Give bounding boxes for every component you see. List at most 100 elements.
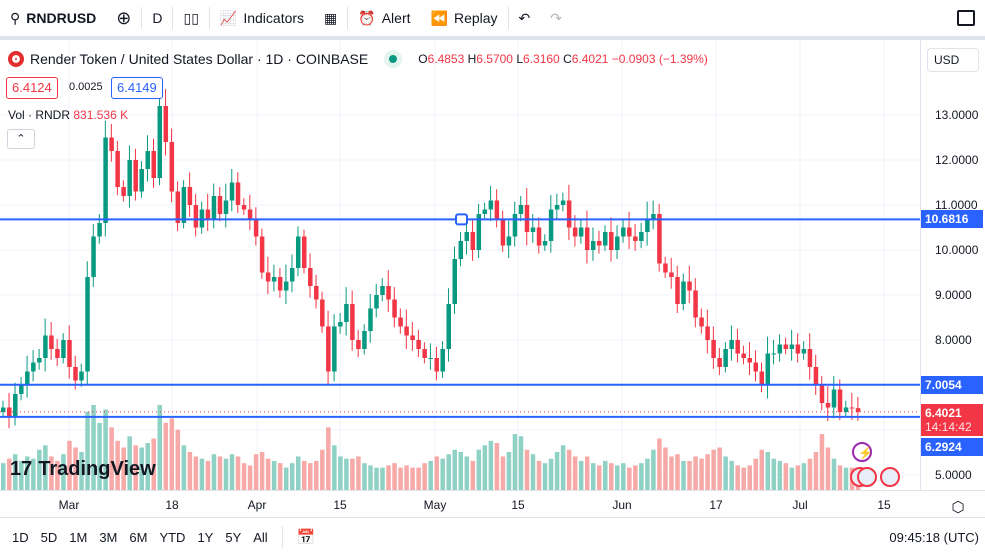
candle-body bbox=[428, 358, 433, 359]
volume-bar bbox=[13, 454, 18, 490]
chart-type-button[interactable]: ▯▯ bbox=[173, 2, 208, 34]
volume-bar bbox=[259, 451, 265, 490]
interval-button[interactable]: D bbox=[152, 10, 163, 26]
layouts-button[interactable]: ▦ bbox=[314, 2, 347, 34]
time-axis[interactable]: ⬡ Mar 18 Apr 15 May 15 Jun 17 Jul 15 bbox=[0, 490, 985, 518]
volume-bar bbox=[639, 463, 644, 490]
candle-body bbox=[494, 200, 500, 219]
volume-bar bbox=[199, 458, 205, 490]
redo-button[interactable]: ↷ bbox=[540, 2, 572, 34]
range-button-1y[interactable]: 1Y bbox=[197, 529, 214, 545]
symbol-search[interactable]: ⚲ RNDRUSD bbox=[10, 9, 97, 27]
range-button-3m[interactable]: 3M bbox=[99, 529, 118, 545]
price-chart[interactable]: ⚡ bbox=[0, 40, 920, 490]
candle-body bbox=[753, 362, 758, 372]
buy-button[interactable]: 6.4149 bbox=[111, 77, 163, 99]
sell-button[interactable]: 6.4124 bbox=[6, 77, 58, 99]
candle-body bbox=[31, 362, 36, 372]
candle-body bbox=[735, 340, 740, 354]
candle-body bbox=[139, 169, 144, 192]
square-icon bbox=[957, 10, 975, 26]
candle-body bbox=[163, 106, 169, 142]
range-button-5d[interactable]: 5D bbox=[40, 529, 58, 545]
volume-bar bbox=[765, 451, 771, 490]
volume-bar bbox=[753, 458, 758, 490]
last-price-value: 6.4021 bbox=[925, 405, 962, 420]
hline-price-label: 6.2924 bbox=[921, 437, 983, 456]
volume-bar bbox=[813, 451, 819, 490]
candle-body bbox=[771, 353, 777, 355]
candle-body bbox=[271, 277, 277, 282]
volume-bar bbox=[633, 465, 638, 490]
settings-icon[interactable]: ⬡ bbox=[951, 499, 965, 516]
lightning-glyph: ⚡ bbox=[858, 446, 873, 460]
volume-bar bbox=[223, 458, 229, 490]
range-button-1m[interactable]: 1M bbox=[69, 529, 88, 545]
tradingview-logo[interactable]: 17 TradingView bbox=[10, 458, 156, 480]
volume-bar bbox=[73, 447, 78, 490]
range-button-5y[interactable]: 5Y bbox=[225, 529, 242, 545]
volume-bar bbox=[416, 467, 421, 490]
candle-body bbox=[211, 196, 217, 219]
volume-bar bbox=[687, 460, 692, 490]
range-button-ytd[interactable]: YTD bbox=[159, 529, 186, 545]
volume-bar bbox=[590, 463, 596, 490]
bottom-toolbar: 1D 5D 1M 3M 6M YTD 1Y 5Y All 📅 09:45:18 (UTC) bbox=[0, 520, 985, 554]
time-tick: May bbox=[423, 498, 447, 512]
market-status-icon[interactable] bbox=[384, 50, 403, 68]
candle-body bbox=[37, 358, 42, 363]
calendar-icon[interactable]: 📅 bbox=[296, 529, 316, 546]
candle-body bbox=[344, 304, 349, 322]
price-axis[interactable]: 13.0000 12.0000 11.0000 10.0000 9.0000 8.0000… bbox=[920, 40, 985, 490]
candle-body bbox=[368, 308, 373, 331]
collapse-legend-button[interactable]: ⌃ bbox=[7, 129, 35, 149]
search-icon: ⚲ bbox=[10, 9, 21, 26]
volume-bar bbox=[645, 458, 650, 490]
divider bbox=[281, 526, 283, 548]
volume-bar bbox=[392, 463, 397, 490]
volume-bar bbox=[464, 456, 470, 490]
candle-body bbox=[639, 232, 644, 241]
volume-bar bbox=[145, 443, 150, 490]
currency-select[interactable]: USD bbox=[927, 48, 979, 72]
range-button-1d[interactable]: 1D bbox=[12, 529, 29, 545]
range-button-6m[interactable]: 6M bbox=[129, 529, 148, 545]
candle-body bbox=[789, 344, 795, 349]
compare-button[interactable]: ⊕ bbox=[106, 2, 141, 34]
symbol-title[interactable]: Render Token / United States Dollar · 1D… bbox=[30, 51, 369, 67]
candle-body bbox=[13, 394, 18, 417]
undo-button[interactable]: ↶ bbox=[509, 2, 541, 34]
volume-bar bbox=[302, 460, 307, 490]
volume-bar bbox=[669, 456, 674, 490]
divider bbox=[208, 7, 210, 29]
candle-body bbox=[548, 209, 554, 241]
candle-body bbox=[392, 299, 397, 318]
volume-bar bbox=[819, 434, 825, 490]
candle-body bbox=[386, 286, 391, 300]
range-button-all[interactable]: All bbox=[253, 529, 268, 545]
volume-bar bbox=[554, 451, 560, 490]
candle-body bbox=[651, 214, 656, 219]
tv-logo-icon: 17 bbox=[10, 458, 33, 480]
volume-bar bbox=[482, 445, 488, 490]
candle-body bbox=[374, 295, 379, 309]
ohlc-values: O6.4853 H6.5700 L6.3160 C6.4021 −0.0903 … bbox=[418, 52, 708, 66]
volume-bar bbox=[747, 465, 752, 490]
replay-button[interactable]: ⏪ Replay bbox=[430, 9, 498, 27]
alert-button[interactable]: ⏰ Alert bbox=[358, 9, 411, 27]
candle-body bbox=[633, 236, 638, 241]
volume-bar bbox=[247, 465, 253, 490]
volume-bar bbox=[151, 438, 156, 490]
clock[interactable]: 09:45:18 (UTC) bbox=[889, 529, 979, 545]
volume-bar bbox=[488, 440, 494, 490]
volume-bar bbox=[410, 467, 415, 490]
candle-body bbox=[247, 209, 253, 219]
hline-price-label: 7.0054 bbox=[921, 375, 983, 394]
fullscreen-button[interactable] bbox=[947, 2, 985, 34]
volume-bar bbox=[771, 458, 777, 490]
candle-body bbox=[91, 236, 96, 277]
indicators-button[interactable]: 📈 Indicators bbox=[219, 9, 305, 27]
volume-bar bbox=[295, 456, 301, 490]
volume-legend: Vol · RNDR 831.536 K bbox=[8, 108, 129, 122]
last-price-label: 6.4021 14:14:42 bbox=[921, 403, 983, 436]
